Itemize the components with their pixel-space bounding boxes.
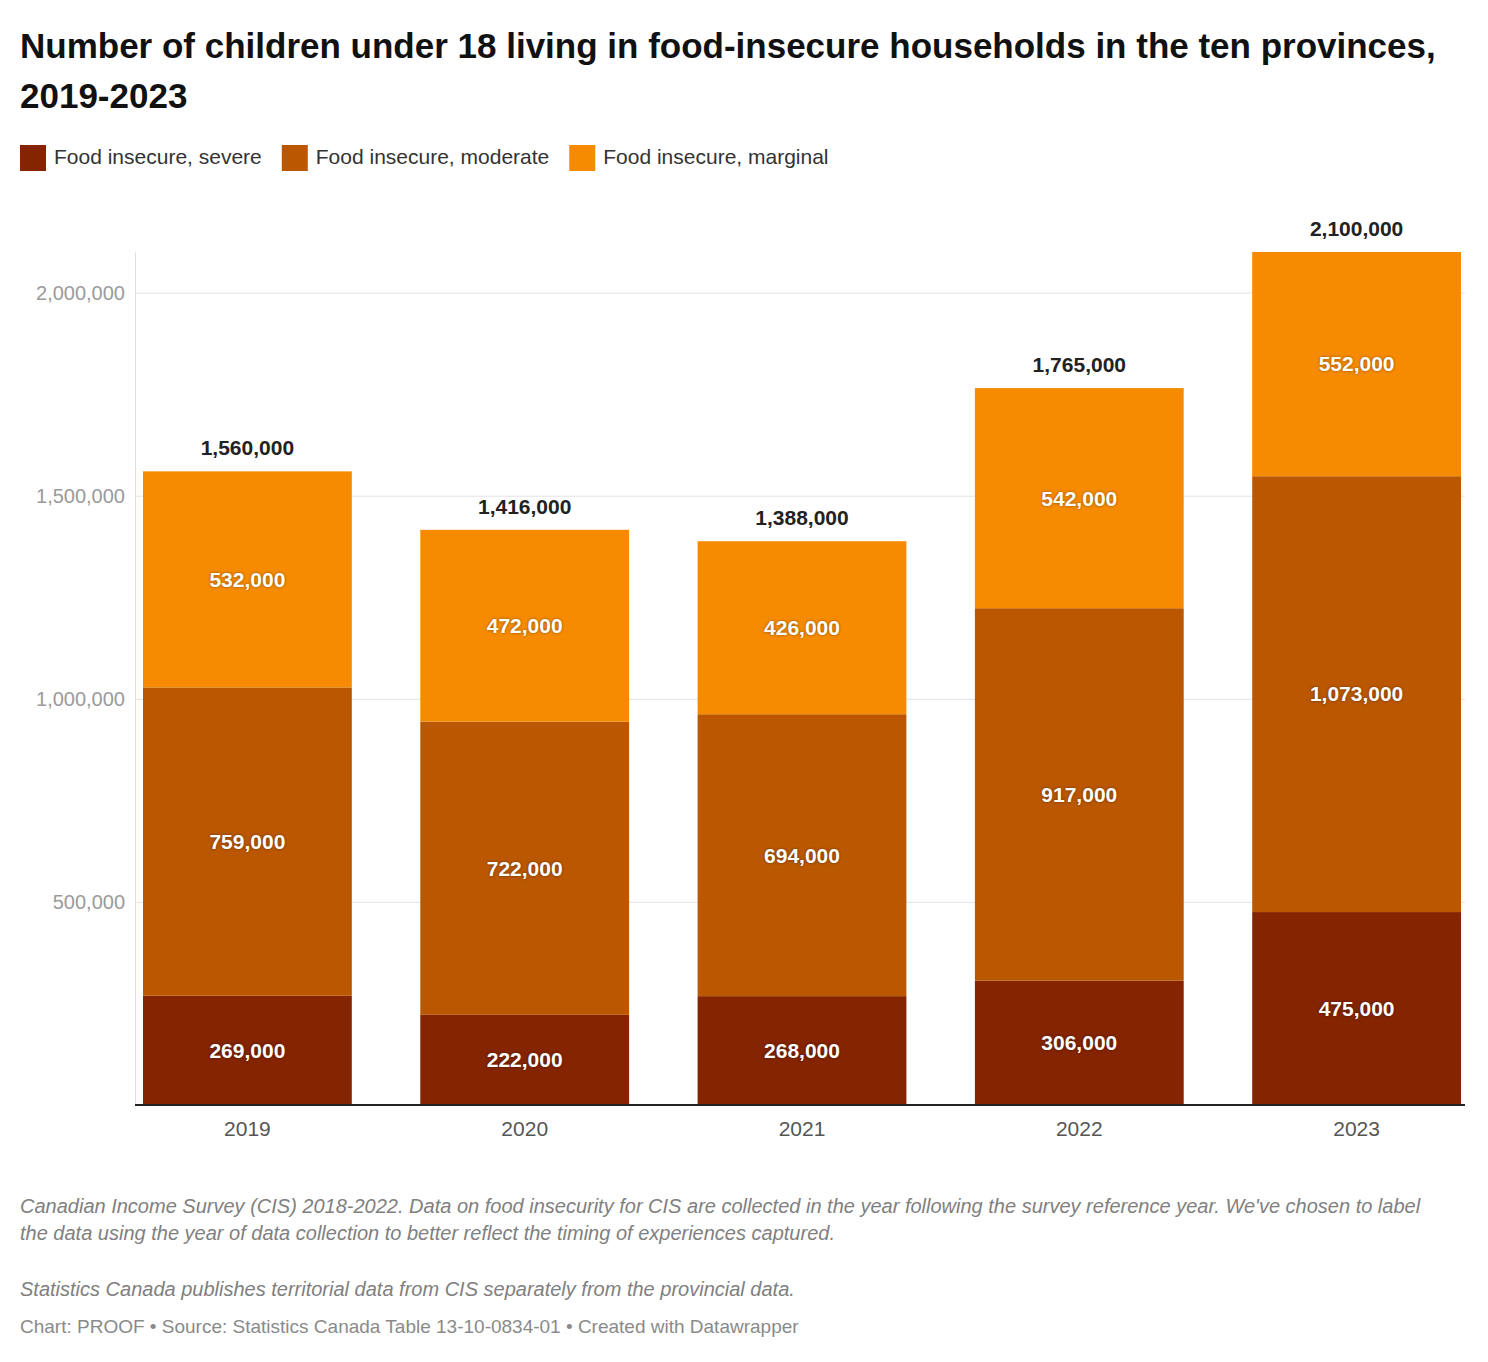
data-label: 475,000 (1319, 997, 1395, 1020)
data-label: 269,000 (209, 1039, 285, 1062)
text-line: 2019-2023 (20, 76, 187, 115)
bar (698, 996, 907, 1105)
total-label: 1,388,000 (755, 506, 848, 529)
y-tick: 2,000,000 (36, 282, 1465, 304)
data-label: 532,000 (209, 568, 285, 591)
source: Chart: PROOF • Source: Statistics Canada… (20, 1316, 799, 1337)
data-label: 472,000 (487, 614, 563, 637)
total-label: 1,560,000 (201, 436, 294, 459)
x-tick-label: 2019 (224, 1117, 271, 1140)
y-tick-label: 1,000,000 (36, 688, 125, 710)
total-label: 1,416,000 (478, 495, 571, 518)
y-tick-label: 2,000,000 (36, 282, 125, 304)
legend-swatch (569, 145, 595, 171)
text-line: Statistics Canada publishes territorial … (20, 1278, 795, 1300)
legend-label: Food insecure, moderate (316, 145, 549, 168)
bar (143, 471, 352, 687)
bar (143, 687, 352, 995)
data-label: 222,000 (487, 1048, 563, 1071)
data-label: 1,073,000 (1310, 682, 1403, 705)
text-line: Canadian Income Survey (CIS) 2018-2022. … (20, 1195, 1421, 1217)
bars (143, 252, 1461, 1105)
data-labels: 269,000 222,000 268,000 306,000 475,000 759,0… (209, 352, 1403, 1071)
note: Statistics Canada publishes territorial … (20, 1278, 795, 1300)
x-tick-label: 2023 (1333, 1117, 1380, 1140)
x-tick-label: 2022 (1056, 1117, 1103, 1140)
legend-label: Food insecure, marginal (603, 145, 828, 168)
bar (975, 981, 1184, 1105)
bar (975, 608, 1184, 980)
total-label: 2,100,000 (1310, 217, 1403, 240)
bar (1252, 252, 1461, 476)
legend-label: Food insecure, severe (54, 145, 262, 168)
x-axis: 2019 2020 2021 2022 2023 (135, 1105, 1465, 1140)
data-label: 917,000 (1041, 783, 1117, 806)
y-axis-line (135, 253, 136, 1106)
text-line: the data using the year of data collecti… (20, 1222, 835, 1244)
note: Canadian Income Survey (CIS) 2018-2022. … (20, 1195, 1421, 1244)
legend-swatch (282, 145, 308, 171)
data-label: 306,000 (1041, 1031, 1117, 1054)
bar (975, 388, 1184, 608)
data-label: 426,000 (764, 616, 840, 639)
legend: Food insecure, severe Food insecure, mode… (20, 145, 829, 171)
bar (143, 996, 352, 1105)
y-tick-label: 1,500,000 (36, 485, 125, 507)
x-tick-label: 2021 (779, 1117, 826, 1140)
title: Number of children under 18 living in fo… (20, 26, 1436, 115)
bar (1252, 912, 1461, 1105)
data-label: 542,000 (1041, 487, 1117, 510)
x-tick: 2021 (779, 1105, 826, 1140)
x-tick: 2022 (1056, 1105, 1103, 1140)
totals: 1,560,000 1,416,000 1,388,000 1,765,000 2,10… (201, 217, 1404, 529)
data-label: 552,000 (1319, 352, 1395, 375)
text-line: Number of children under 18 living in fo… (20, 26, 1436, 65)
data-label: 268,000 (764, 1039, 840, 1062)
x-tick: 2023 (1333, 1105, 1380, 1140)
data-label: 722,000 (487, 857, 563, 880)
bar (420, 722, 629, 1015)
data-label: 759,000 (209, 830, 285, 853)
x-tick: 2019 (224, 1105, 271, 1140)
y-axis: 500,000 1,000,000 1,500,000 2,000,000 (36, 253, 1465, 1106)
chart: Number of children under 18 living in fo… (0, 0, 1488, 1362)
total-label: 1,765,000 (1033, 353, 1126, 376)
data-label: 694,000 (764, 844, 840, 867)
bar (420, 1015, 629, 1105)
x-tick-label: 2020 (501, 1117, 548, 1140)
x-axis-line (135, 1104, 1465, 1106)
bar (420, 530, 629, 722)
bar (698, 541, 907, 714)
x-tick: 2020 (501, 1105, 548, 1140)
legend-swatch (20, 145, 46, 171)
bar (1252, 476, 1461, 912)
bar (698, 714, 907, 996)
y-tick-label: 500,000 (53, 891, 125, 913)
